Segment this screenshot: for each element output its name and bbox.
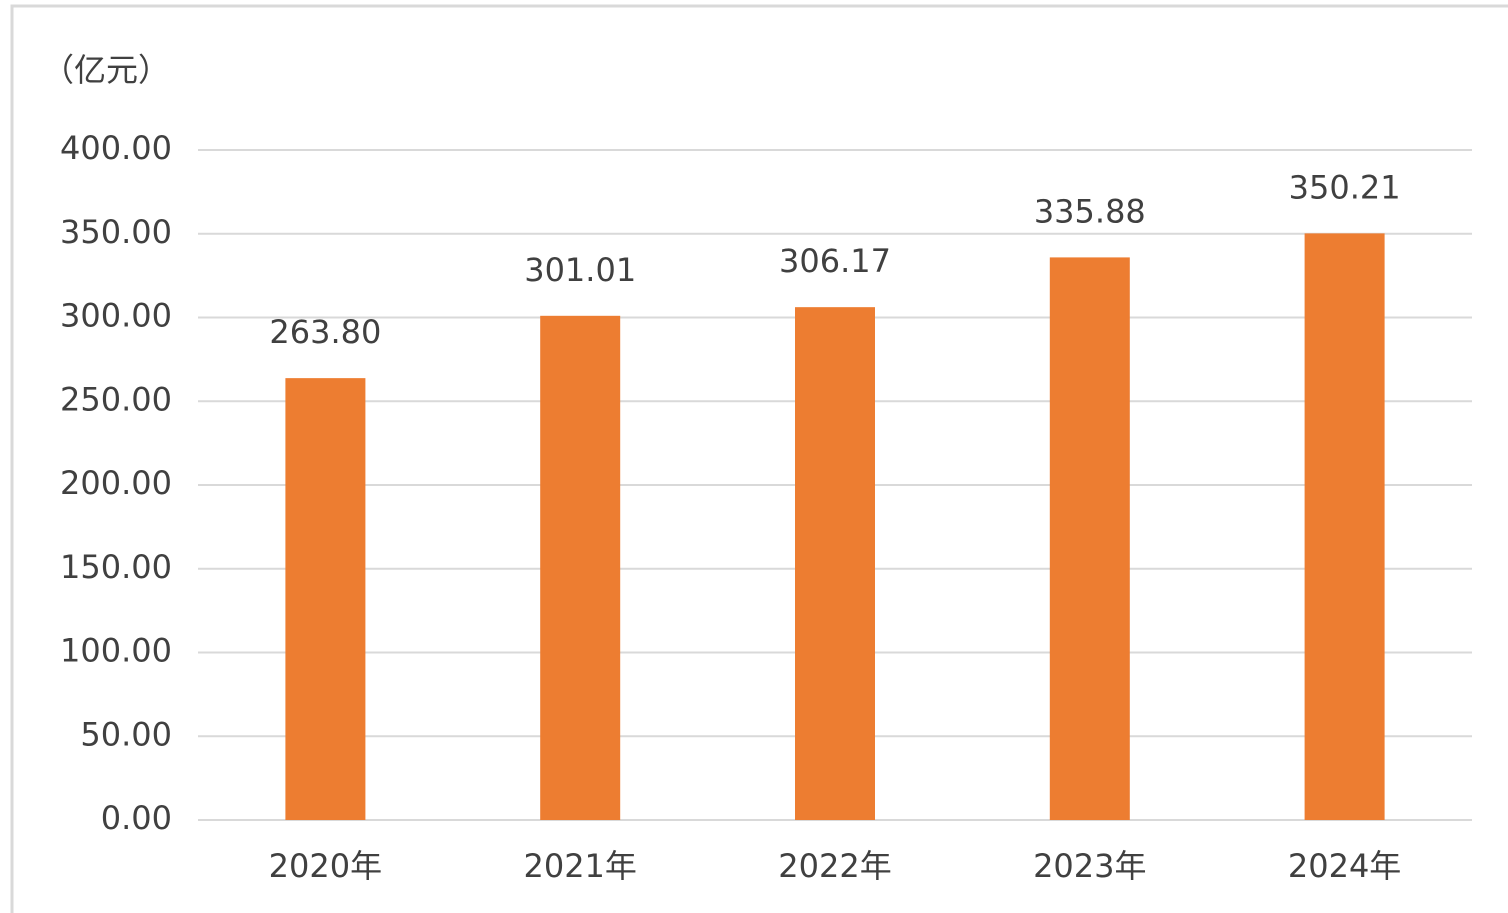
data-label: 306.17 <box>779 242 891 280</box>
y-tick-label: 200.00 <box>60 464 172 502</box>
x-tick-label: 2022年 <box>778 847 891 885</box>
y-tick-label: 300.00 <box>60 297 172 335</box>
chart-frame <box>10 4 1508 913</box>
data-label: 301.01 <box>524 251 636 289</box>
data-label: 335.88 <box>1034 192 1146 230</box>
y-tick-label: 0.00 <box>101 799 172 837</box>
y-axis-label: （亿元） <box>42 51 170 89</box>
y-tick-label: 350.00 <box>60 213 172 251</box>
data-label: 263.80 <box>269 313 381 351</box>
y-tick-label: 400.00 <box>60 129 172 167</box>
bar <box>795 307 875 820</box>
y-tick-label: 250.00 <box>60 380 172 418</box>
x-tick-label: 2024年 <box>1288 847 1401 885</box>
y-tick-label: 150.00 <box>60 548 172 586</box>
bar <box>285 378 366 820</box>
x-tick-label: 2021年 <box>523 847 636 885</box>
bar <box>1304 233 1385 820</box>
x-tick-label: 2023年 <box>1033 847 1146 885</box>
bar <box>1049 257 1130 820</box>
bar <box>540 315 621 820</box>
x-tick-label: 2020年 <box>269 847 382 885</box>
data-label: 350.21 <box>1289 168 1401 206</box>
y-tick-label: 100.00 <box>60 632 172 670</box>
y-tick-label: 50.00 <box>80 715 172 753</box>
